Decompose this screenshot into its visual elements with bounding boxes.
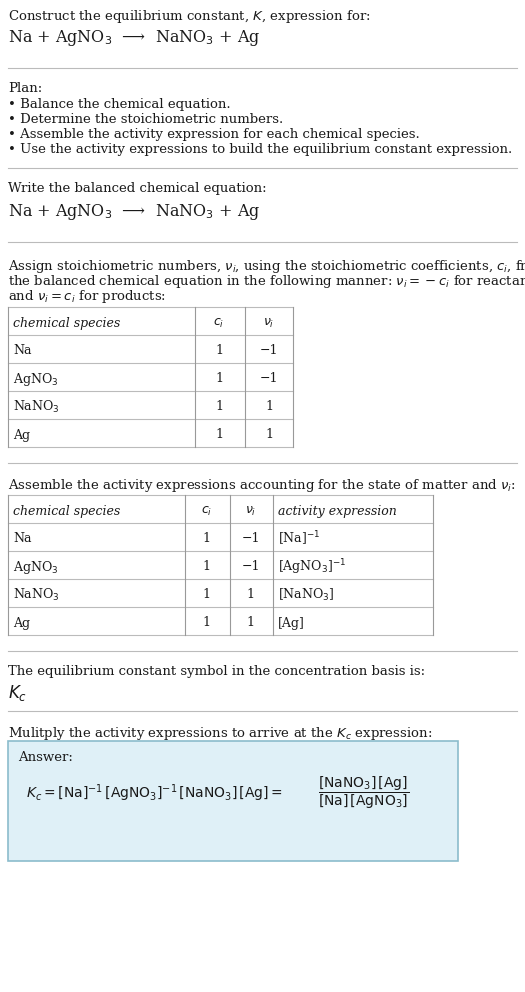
Text: NaNO$_3$: NaNO$_3$	[13, 399, 59, 415]
Text: Na: Na	[13, 533, 31, 546]
Text: Ag: Ag	[13, 429, 30, 441]
Text: 1: 1	[203, 588, 211, 601]
Text: $\dfrac{\mathrm{[NaNO_3]\,[Ag]}}{\mathrm{[Na]\,[AgNO_3]}}$: $\dfrac{\mathrm{[NaNO_3]\,[Ag]}}{\mathrm…	[318, 775, 409, 811]
Text: and $\nu_i = c_i$ for products:: and $\nu_i = c_i$ for products:	[8, 288, 166, 305]
Text: $c_i$: $c_i$	[213, 316, 225, 329]
Text: Na + AgNO$_3$  ⟶  NaNO$_3$ + Ag: Na + AgNO$_3$ ⟶ NaNO$_3$ + Ag	[8, 28, 260, 48]
Text: AgNO$_3$: AgNO$_3$	[13, 558, 58, 575]
Text: Na: Na	[13, 344, 31, 357]
Text: 1: 1	[203, 533, 211, 546]
Text: [AgNO$_3$]$^{-1}$: [AgNO$_3$]$^{-1}$	[278, 558, 346, 576]
Text: $K_c$: $K_c$	[8, 683, 27, 703]
Text: −1: −1	[260, 373, 278, 386]
Text: AgNO$_3$: AgNO$_3$	[13, 370, 58, 388]
Text: • Balance the chemical equation.: • Balance the chemical equation.	[8, 98, 230, 111]
Text: chemical species: chemical species	[13, 316, 120, 329]
Text: Construct the equilibrium constant, $K$, expression for:: Construct the equilibrium constant, $K$,…	[8, 8, 371, 25]
Text: $\nu_i$: $\nu_i$	[264, 316, 275, 329]
Text: the balanced chemical equation in the following manner: $\nu_i = -c_i$ for react: the balanced chemical equation in the fo…	[8, 273, 525, 290]
Text: The equilibrium constant symbol in the concentration basis is:: The equilibrium constant symbol in the c…	[8, 665, 425, 678]
Text: Assemble the activity expressions accounting for the state of matter and $\nu_i$: Assemble the activity expressions accoun…	[8, 477, 516, 494]
Text: activity expression: activity expression	[278, 505, 397, 518]
Text: [NaNO$_3$]: [NaNO$_3$]	[278, 587, 334, 603]
Text: 1: 1	[215, 429, 223, 441]
Text: −1: −1	[242, 560, 260, 573]
FancyBboxPatch shape	[8, 741, 458, 861]
Text: • Determine the stoichiometric numbers.: • Determine the stoichiometric numbers.	[8, 113, 284, 126]
Text: [Ag]: [Ag]	[278, 616, 305, 630]
Text: Answer:: Answer:	[18, 751, 73, 764]
Text: −1: −1	[242, 533, 260, 546]
Text: 1: 1	[215, 373, 223, 386]
Text: −1: −1	[260, 344, 278, 357]
Text: Plan:: Plan:	[8, 82, 42, 95]
Text: 1: 1	[247, 616, 255, 630]
Text: Ag: Ag	[13, 616, 30, 630]
Text: [Na]$^{-1}$: [Na]$^{-1}$	[278, 530, 320, 549]
Text: Na + AgNO$_3$  ⟶  NaNO$_3$ + Ag: Na + AgNO$_3$ ⟶ NaNO$_3$ + Ag	[8, 202, 260, 222]
Text: 1: 1	[265, 429, 273, 441]
Text: 1: 1	[215, 401, 223, 414]
Text: 1: 1	[265, 401, 273, 414]
Text: 1: 1	[203, 616, 211, 630]
Text: • Assemble the activity expression for each chemical species.: • Assemble the activity expression for e…	[8, 128, 420, 141]
Text: Mulitply the activity expressions to arrive at the $K_c$ expression:: Mulitply the activity expressions to arr…	[8, 725, 432, 742]
Text: chemical species: chemical species	[13, 505, 120, 518]
Text: $K_c = \mathrm{[Na]^{-1}\,[AgNO_3]^{-1}\,[NaNO_3]\,[Ag]} = $: $K_c = \mathrm{[Na]^{-1}\,[AgNO_3]^{-1}\…	[26, 783, 283, 804]
Text: NaNO$_3$: NaNO$_3$	[13, 587, 59, 603]
Text: Write the balanced chemical equation:: Write the balanced chemical equation:	[8, 182, 267, 195]
Text: 1: 1	[203, 560, 211, 573]
Text: • Use the activity expressions to build the equilibrium constant expression.: • Use the activity expressions to build …	[8, 143, 512, 156]
Text: $\nu_i$: $\nu_i$	[245, 505, 256, 518]
Text: 1: 1	[247, 588, 255, 601]
Text: $c_i$: $c_i$	[201, 505, 212, 518]
Text: Assign stoichiometric numbers, $\nu_i$, using the stoichiometric coefficients, $: Assign stoichiometric numbers, $\nu_i$, …	[8, 258, 525, 275]
Text: 1: 1	[215, 344, 223, 357]
